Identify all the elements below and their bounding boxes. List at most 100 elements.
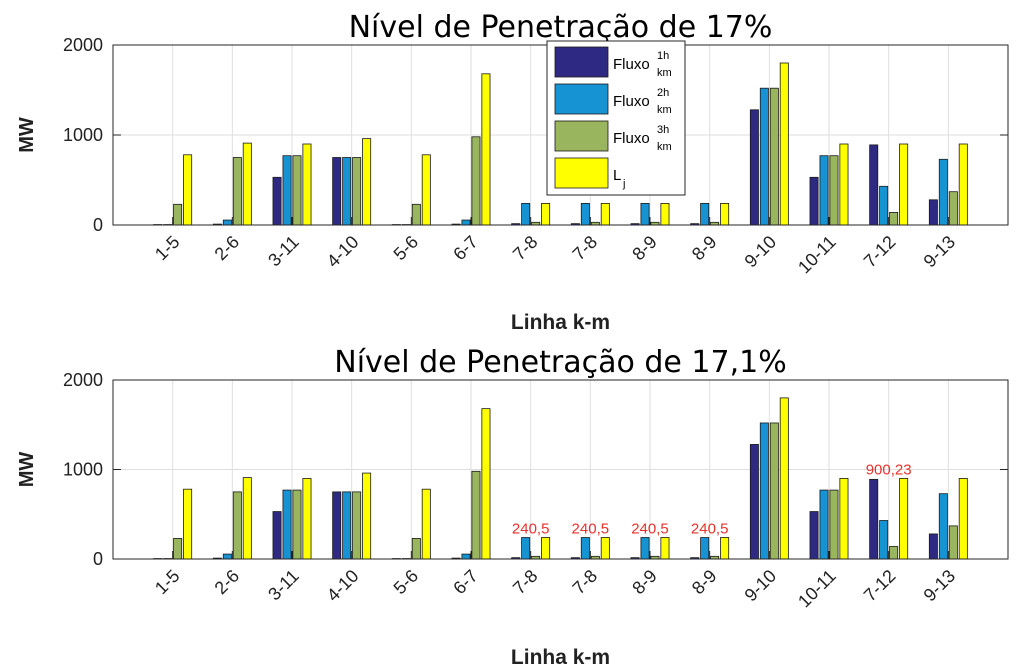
x-axis-label: Linha k-m bbox=[511, 646, 610, 669]
x-tick-label: 10-11 bbox=[794, 232, 840, 278]
legend-label-base: Fluxo bbox=[613, 93, 650, 110]
bar-series-1 bbox=[272, 176, 282, 226]
bar-series-1 bbox=[809, 511, 819, 560]
legend-label-sup: 3h bbox=[657, 124, 669, 136]
x-tick-label: 4-10 bbox=[323, 232, 363, 272]
bar-series-3 bbox=[232, 491, 242, 560]
bar-series-2 bbox=[580, 537, 590, 560]
bar-series-4 bbox=[183, 488, 193, 560]
bar-series-3 bbox=[173, 203, 183, 226]
bar-series-3 bbox=[292, 155, 302, 226]
bar-series-4 bbox=[720, 202, 730, 226]
bar-series-4 bbox=[899, 478, 909, 560]
bar-series-3 bbox=[889, 546, 899, 560]
bar-series-2 bbox=[938, 493, 948, 560]
bar-series-3 bbox=[232, 157, 242, 226]
bar-series-4 bbox=[839, 478, 849, 560]
bar-series-2 bbox=[521, 537, 531, 560]
legend-label-sub: km bbox=[657, 67, 672, 79]
bar-series-3 bbox=[471, 470, 481, 560]
bar-series-4 bbox=[183, 154, 193, 226]
bar-series-3 bbox=[471, 136, 481, 226]
bar-series-4 bbox=[421, 154, 431, 226]
bar-series-4 bbox=[242, 142, 252, 226]
y-tick-label: 0 bbox=[93, 215, 103, 235]
bar-series-4 bbox=[720, 537, 730, 560]
bar-series-4 bbox=[779, 397, 789, 560]
x-tick-label: 8-9 bbox=[628, 232, 661, 265]
y-tick-label: 2000 bbox=[63, 35, 103, 55]
legend-swatch-4 bbox=[554, 157, 609, 189]
bar-series-2 bbox=[342, 157, 352, 226]
chart-title: Nível de Penetração de 17,1% bbox=[334, 345, 786, 380]
legend: Fluxo 1h km Fluxo 2h km Fluxo 3h km L j bbox=[546, 40, 686, 196]
bar-series-4 bbox=[242, 477, 252, 560]
legend-label-base: Fluxo bbox=[613, 130, 650, 147]
bar-series-4 bbox=[302, 143, 312, 226]
bar-series-2 bbox=[700, 202, 710, 226]
x-tick-label: 10-11 bbox=[794, 566, 840, 612]
bar-series-2 bbox=[640, 202, 650, 226]
legend-swatch-3 bbox=[554, 120, 609, 152]
x-tick-label: 2-6 bbox=[211, 566, 244, 599]
bar-series-4 bbox=[779, 62, 789, 226]
bar-series-2 bbox=[759, 422, 769, 560]
x-tick-label: 7-8 bbox=[569, 566, 602, 599]
bar-series-1 bbox=[272, 511, 282, 560]
x-tick-label: 8-9 bbox=[688, 566, 721, 599]
x-tick-label: 9-13 bbox=[920, 566, 960, 606]
data-label: 240,5 bbox=[691, 520, 729, 537]
data-label: 240,5 bbox=[631, 520, 669, 537]
x-axis-label: Linha k-m bbox=[511, 311, 610, 334]
bar-series-3 bbox=[411, 203, 421, 226]
y-tick-label: 2000 bbox=[63, 370, 103, 390]
x-tick-label: 5-6 bbox=[390, 232, 423, 265]
bar-series-3 bbox=[352, 491, 362, 560]
y-tick-label: 1000 bbox=[63, 125, 103, 145]
x-tick-label: 7-8 bbox=[509, 232, 542, 265]
legend-label-base: L bbox=[613, 167, 621, 184]
bar-series-3 bbox=[292, 489, 302, 560]
x-tick-label: 2-6 bbox=[211, 232, 244, 265]
bar-series-4 bbox=[958, 143, 968, 226]
x-tick-label: 6-7 bbox=[449, 566, 482, 599]
bar-series-2 bbox=[461, 219, 471, 226]
bar-series-3 bbox=[889, 211, 899, 226]
legend-label-3: Fluxo 3h km bbox=[613, 124, 672, 153]
legend-label-sup: 2h bbox=[657, 87, 669, 99]
bar-series-2 bbox=[819, 155, 829, 226]
x-tick-label: 8-9 bbox=[628, 566, 661, 599]
legend-label-1: Fluxo 1h km bbox=[613, 50, 672, 79]
bar-series-3 bbox=[948, 191, 958, 226]
bar-series-2 bbox=[461, 553, 471, 560]
bar-series-4 bbox=[481, 73, 491, 226]
bar-series-4 bbox=[541, 202, 551, 226]
bar-series-1 bbox=[749, 444, 759, 560]
bar-series-4 bbox=[362, 138, 372, 226]
bar-series-4 bbox=[660, 537, 670, 560]
bar-series-2 bbox=[819, 489, 829, 560]
x-tick-label: 7-8 bbox=[509, 566, 542, 599]
bar-series-2 bbox=[879, 185, 889, 226]
legend-label-sub: km bbox=[657, 104, 672, 116]
x-tick-label: 9-10 bbox=[741, 232, 781, 272]
bar-series-2 bbox=[282, 155, 292, 226]
legend-swatch-2 bbox=[554, 83, 609, 115]
bar-series-2 bbox=[521, 202, 531, 226]
y-tick-label: 1000 bbox=[63, 460, 103, 480]
bar-series-2 bbox=[879, 520, 889, 560]
bar-series-3 bbox=[173, 538, 183, 560]
x-tick-label: 7-12 bbox=[860, 566, 900, 606]
bar-series-1 bbox=[869, 144, 879, 226]
bar-series-4 bbox=[421, 488, 431, 560]
legend-label-sup: 1h bbox=[657, 50, 669, 62]
legend-label-sub: j bbox=[622, 178, 625, 190]
data-label: 240,5 bbox=[512, 520, 550, 537]
bar-series-4 bbox=[541, 537, 551, 560]
data-label: 900,23 bbox=[866, 461, 912, 478]
x-tick-label: 8-9 bbox=[688, 232, 721, 265]
bar-series-2 bbox=[580, 202, 590, 226]
bar-series-1 bbox=[332, 491, 342, 560]
